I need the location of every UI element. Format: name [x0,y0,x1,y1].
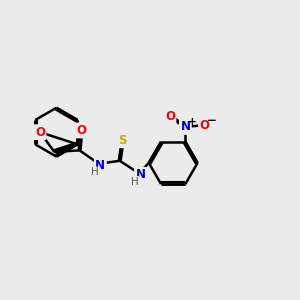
Text: −: − [206,115,216,128]
Text: O: O [200,119,209,132]
Text: O: O [165,110,175,123]
Text: O: O [35,126,45,139]
Text: O: O [76,124,86,137]
Text: H: H [131,177,139,187]
Text: +: + [188,117,196,127]
Text: N: N [95,159,105,172]
Text: N: N [180,120,190,134]
Text: H: H [91,167,99,177]
Text: S: S [118,134,126,147]
Text: N: N [136,168,146,181]
